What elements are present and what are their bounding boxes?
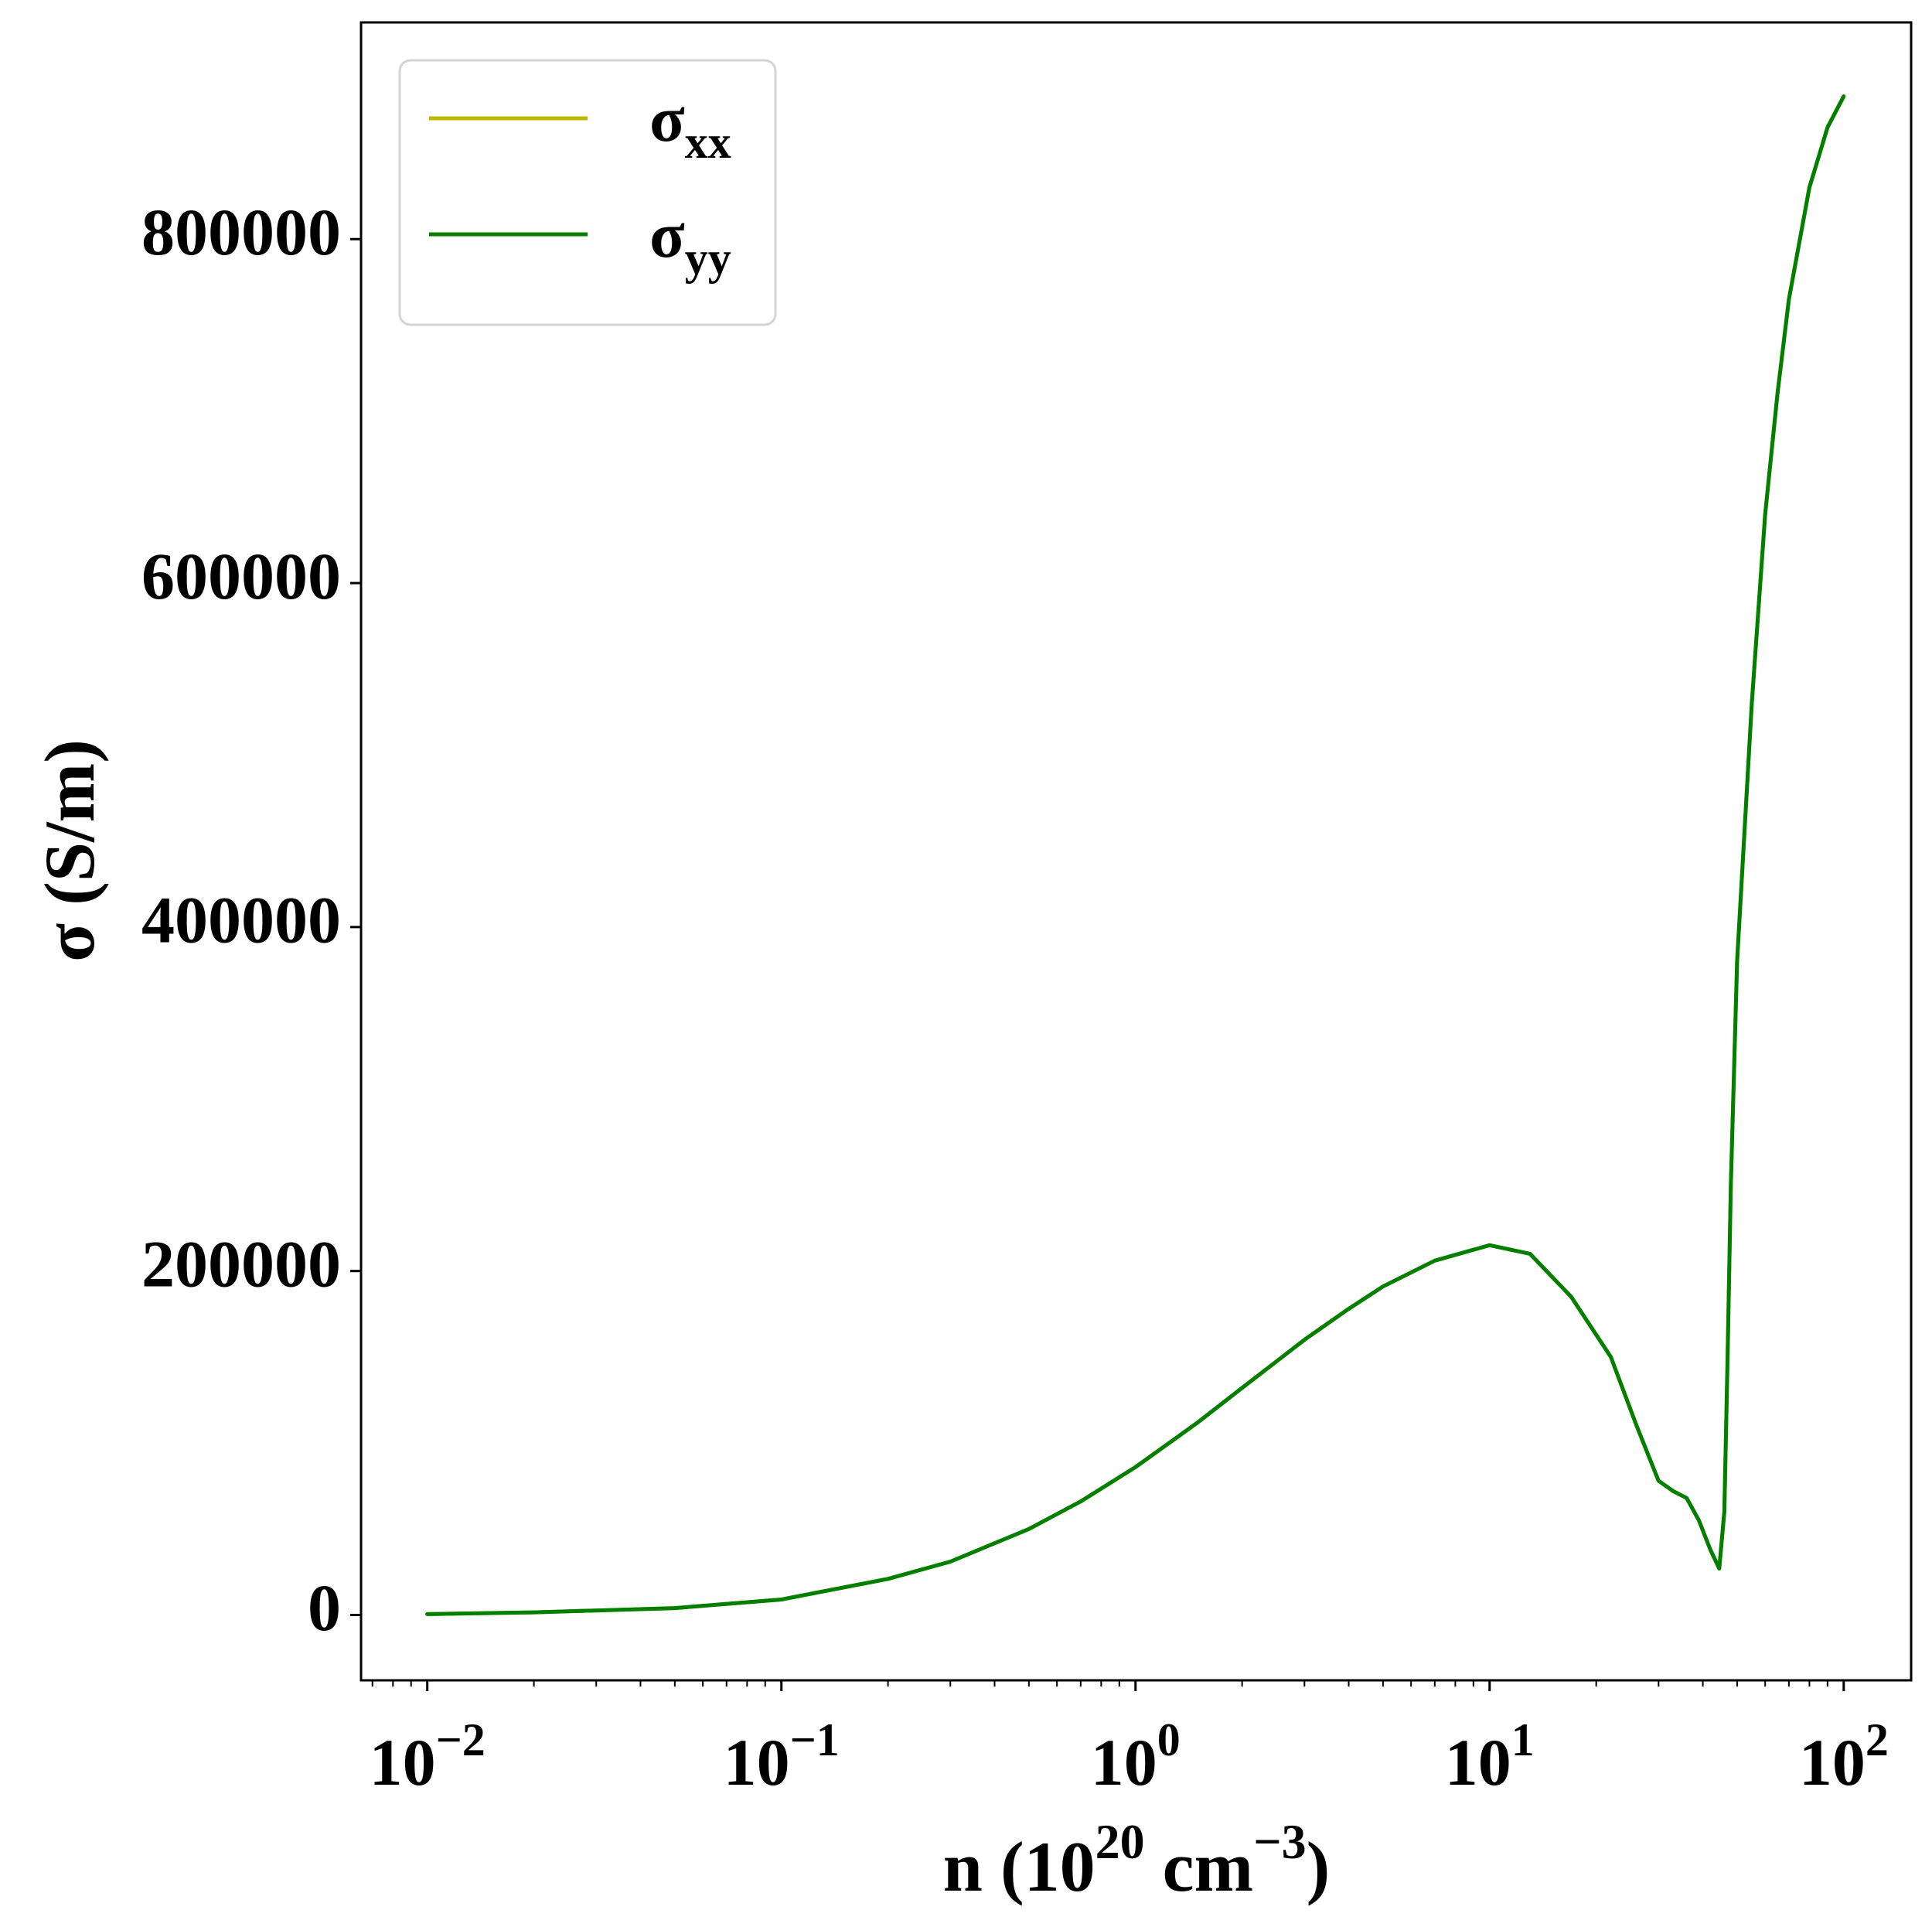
y-axis-label: σ (S/m) <box>30 739 109 962</box>
legend-label-sigma-xx-sub: xx <box>685 117 731 168</box>
x-tick-label: 101 <box>1445 1714 1535 1799</box>
legend-label-sigma-xx: σxx <box>649 84 731 168</box>
x-tick-label-exponent: −2 <box>436 1714 486 1765</box>
legend-label-sigma-yy: σyy <box>649 200 731 284</box>
x-tick-label-base: 10 <box>1445 1725 1511 1799</box>
x-axis: 10−2 10−1 100 101 102 <box>370 1680 1889 1799</box>
x-axis-label: n (1020 cm−3) <box>943 1814 1330 1906</box>
series-line-sigma-yy <box>425 94 1846 1616</box>
x-tick-label: 10−2 <box>370 1714 486 1799</box>
x-tick-label: 100 <box>1091 1714 1181 1799</box>
x-tick-label-exponent: 2 <box>1866 1714 1889 1765</box>
y-tick-label: 600000 <box>141 539 341 613</box>
x-tick-label-base: 10 <box>724 1725 790 1799</box>
y-tick-label: 400000 <box>141 883 341 957</box>
legend-box <box>398 59 777 326</box>
x-tick-label: 102 <box>1799 1714 1889 1799</box>
legend: σxx σyy <box>398 59 777 326</box>
x-tick-label: 10−1 <box>724 1714 840 1799</box>
y-tick-label: 800000 <box>141 195 341 269</box>
y-tick-label: 0 <box>308 1571 341 1645</box>
x-tick-label-base: 10 <box>1091 1725 1157 1799</box>
x-axis-label-base: n (10 <box>943 1827 1095 1906</box>
x-axis-label-end: ) <box>1307 1827 1331 1906</box>
x-tick-label-exponent: 0 <box>1157 1714 1181 1765</box>
series-layer <box>425 94 1846 1616</box>
x-tick-label-base: 10 <box>370 1725 436 1799</box>
legend-label-sigma-xx-base: σ <box>649 84 685 155</box>
x-axis-label-unit: cm <box>1145 1827 1253 1906</box>
x-tick-label-exponent: −1 <box>790 1714 840 1765</box>
y-axis: 0 200000 400000 600000 800000 <box>141 195 361 1645</box>
legend-label-sigma-yy-base: σ <box>649 200 685 271</box>
x-tick-label-exponent: 1 <box>1511 1714 1535 1765</box>
legend-label-sigma-yy-sub: yy <box>685 233 731 284</box>
x-tick-label-base: 10 <box>1799 1725 1866 1799</box>
x-axis-label-exponent-2: −3 <box>1253 1814 1306 1869</box>
y-tick-label: 200000 <box>141 1226 341 1301</box>
x-axis-label-exponent-1: 20 <box>1095 1814 1145 1869</box>
